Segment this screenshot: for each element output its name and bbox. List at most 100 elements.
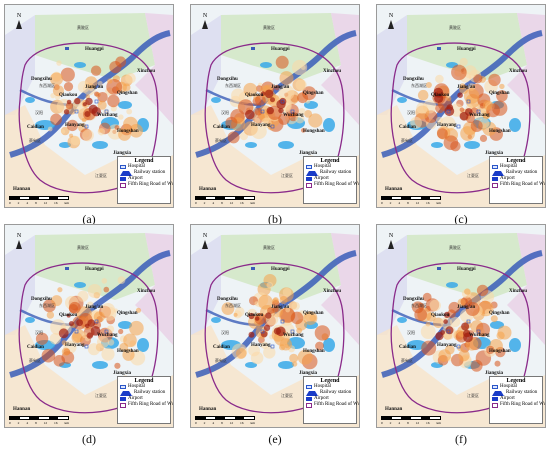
hotspot [470, 359, 483, 372]
area-label: 东西湖区 [225, 303, 241, 308]
hospital-marker [84, 344, 89, 349]
hotspot [248, 317, 255, 324]
district-label: Wuchang [97, 333, 118, 338]
legend-title: Legend [506, 158, 526, 164]
scale-tick: 2 [203, 421, 206, 425]
district-label: Hannan [13, 187, 31, 192]
legend: Legend Hospital Railway station Airport Fift… [489, 156, 545, 204]
panel-caption: (a) [82, 212, 96, 226]
district-label: Qiaokou [59, 93, 78, 98]
airport-icon [120, 397, 126, 401]
area-label: 江夏区 [281, 393, 293, 398]
hospital-icon [492, 385, 498, 389]
scale-tick: 12 [229, 421, 234, 425]
hotspot [60, 67, 75, 82]
scale-tick: 0 [381, 421, 383, 425]
scale-tick: 2 [389, 201, 392, 205]
district-label: Jiang'an [85, 85, 104, 90]
scale-tick: 4 [26, 421, 29, 425]
hotspot [285, 307, 291, 313]
hotspot [278, 113, 290, 125]
ring-icon [492, 402, 498, 408]
hotspot [123, 333, 137, 348]
hotspot [225, 116, 238, 129]
hotspot [411, 301, 424, 314]
legend: Legend Hospital Railway station Airport Fift… [117, 156, 173, 204]
hotspot [51, 295, 63, 307]
north-label: N [16, 233, 22, 239]
hotspot [295, 79, 307, 91]
hotspot [279, 296, 288, 304]
airport-icon [492, 177, 498, 181]
hotspot-core [443, 311, 451, 318]
legend-item: Railway station [120, 170, 168, 176]
area-label: 黄陂区 [449, 245, 461, 250]
scale-tick: 16 [426, 421, 430, 425]
hotspot [82, 129, 94, 142]
hospital-marker [104, 109, 109, 114]
north-label: N [202, 13, 208, 19]
hotspot [457, 298, 466, 307]
scale-tick: 12 [43, 201, 48, 205]
hotspot [496, 331, 505, 340]
district-label: Caidian [399, 125, 416, 130]
north-arrow-icon [16, 240, 22, 249]
hotspot [278, 84, 295, 101]
hotspot [459, 83, 466, 90]
hotspot [297, 349, 313, 365]
hotspot [97, 81, 103, 86]
lake [137, 338, 149, 352]
legend-title: Legend [320, 158, 340, 164]
north-arrow: N [199, 233, 211, 249]
scale-tick: 2 [389, 421, 392, 425]
district-label: Hongshan [489, 349, 511, 354]
panel-caption: (b) [268, 212, 282, 226]
hotspot [295, 114, 305, 124]
lake [74, 62, 86, 68]
hotspot [61, 347, 70, 356]
district-label: Huangpi [85, 267, 104, 272]
area-label: 蔡甸区 [401, 358, 413, 363]
airport-icon [306, 397, 312, 401]
east-district-area [321, 233, 359, 345]
north-arrow-icon [16, 20, 22, 29]
hotspot [488, 73, 501, 87]
hotspot [60, 129, 66, 134]
district-label: Hannan [199, 187, 217, 192]
legend-item-label: Hospital [500, 384, 517, 389]
legend-item: Airport [120, 396, 168, 402]
legend-item-label: Airport [314, 396, 329, 401]
hotspot [82, 332, 89, 339]
district-label: Jiangxia [113, 151, 132, 156]
hotspot [46, 311, 55, 319]
east-district-area [135, 13, 173, 125]
district-label: Jiang'an [457, 305, 476, 310]
hotspot [97, 100, 107, 110]
scale-bar: 0 2 4 8 12 16 km [9, 416, 69, 425]
yangtze-river [195, 250, 357, 378]
hotspot [420, 324, 436, 339]
north-label: N [202, 233, 208, 239]
hotspot [47, 126, 53, 132]
hotspot [107, 94, 120, 108]
lake [92, 141, 108, 149]
legend-item-label: Railway station [506, 170, 538, 175]
hotspot [263, 346, 276, 359]
north-arrow-icon [202, 240, 208, 249]
hotspot [435, 74, 444, 84]
scale-tick: 16 [54, 421, 58, 425]
east-district-area [321, 13, 359, 125]
wuhan-map [191, 5, 359, 207]
district-label: Wuchang [469, 113, 490, 118]
hotspot [87, 284, 102, 298]
airport-marker [251, 267, 255, 270]
hotspot [486, 345, 495, 355]
railway-icon [492, 390, 504, 396]
lake [25, 317, 35, 323]
area-label: 汉阳 [221, 110, 229, 115]
hospital-marker [446, 109, 451, 114]
hotspot [460, 126, 475, 141]
district-label: Qingshan [303, 91, 324, 96]
hotspot [315, 341, 324, 351]
legend-title: Legend [134, 378, 154, 384]
